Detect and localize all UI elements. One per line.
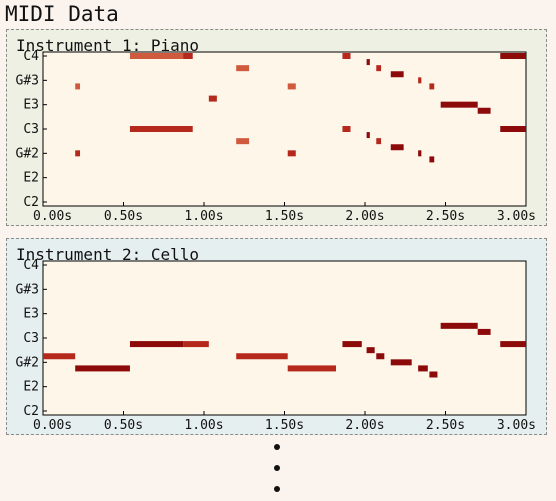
note-bar [376,138,382,145]
note-bar [418,150,422,157]
x-tick-label: 3.00s [497,418,536,433]
piano-roll-chart-piano: C4 G#3 E3 C3 G#2 E2 C20.00s 0.50s 1.00s 1.50s 2.00… [16,49,536,224]
y-tick-label: G#2 [16,355,39,370]
x-tick-label: 0.00s [33,209,72,224]
note-bar [376,353,385,360]
piano-roll-chart-cello: C4 G#3 E3 C3 G#2 E2 C20.00s 0.50s 1.00s 1.50s 2.00… [16,258,536,433]
note-bar [376,65,382,72]
instrument-panel-piano: Instrument 1: Piano C4 G#3 E3 C3 G#2 E2 C2 0.00… [6,29,547,226]
note-bar [183,341,209,348]
x-tick-label: 0.50s [104,209,143,224]
note-bar [440,101,478,108]
note-bar [183,53,193,59]
instrument-panel-cello: Instrument 2: Cello C4 G#3 E3 C3 G#2 E2 C2 0.00… [6,238,547,435]
note-bar [208,95,217,102]
y-tick-label: E2 [23,171,39,186]
note-bar [129,341,184,348]
x-tick-label: 1.50s [265,418,304,433]
y-tick-label: E2 [23,380,39,395]
y-tick-label: E3 [23,98,39,113]
y-tick-label: C2 [23,195,39,210]
note-bar [236,353,288,360]
plot-area [42,51,527,207]
instrument-title-cello: Instrument 2: Cello [16,245,200,264]
note-bar [390,359,412,366]
more-instruments-dot [274,486,280,492]
note-bar [342,53,351,59]
x-tick-label: 0.50s [104,418,143,433]
note-bar [129,126,193,132]
x-tick-label: 3.00s [497,209,536,224]
note-bar [500,341,526,348]
y-tick-label: G#3 [16,73,39,88]
x-tick-label: 2.00s [345,209,384,224]
page-title: MIDI Data [5,2,119,26]
note-bar [500,53,526,59]
note-bar [366,132,370,139]
note-bar [418,77,422,84]
note-bar [418,365,428,372]
x-tick-label: 1.00s [184,418,223,433]
instrument-title-piano: Instrument 1: Piano [16,36,200,55]
x-tick-label: 1.00s [184,209,223,224]
x-tick-label: 2.50s [426,209,465,224]
y-tick-label: G#3 [16,282,39,297]
x-tick-label: 0.00s [33,418,72,433]
more-instruments-dot [274,465,280,471]
x-tick-label: 2.00s [345,418,384,433]
note-bar [236,65,250,72]
note-bar [477,328,491,335]
y-tick-label: C4 [23,258,39,273]
note-bar [477,107,491,114]
note-bar [75,83,81,90]
note-bar [440,322,478,329]
note-bar [342,341,362,348]
y-tick-label: C2 [23,404,39,419]
x-tick-label: 2.50s [426,418,465,433]
note-bar [429,156,435,163]
y-tick-label: C3 [23,122,39,137]
note-bar [500,126,526,132]
y-tick-label: E3 [23,307,39,322]
note-bar [390,71,404,78]
note-bar [429,371,438,378]
note-bar [366,59,370,66]
note-bar [287,83,296,90]
y-tick-label: C4 [23,49,39,64]
y-tick-label: C3 [23,331,39,346]
note-bar [129,53,184,59]
note-bar [342,126,351,132]
note-bar [75,365,130,372]
note-bar [287,150,296,157]
note-bar [366,347,375,354]
note-bar [43,353,76,360]
note-bar [75,150,81,157]
note-bar [429,83,435,90]
note-bar [390,144,404,151]
x-tick-label: 1.50s [265,209,304,224]
note-bar [287,365,337,372]
more-instruments-dot [274,444,280,450]
y-tick-label: G#2 [16,146,39,161]
plot-area [42,260,527,416]
note-bar [236,138,250,145]
